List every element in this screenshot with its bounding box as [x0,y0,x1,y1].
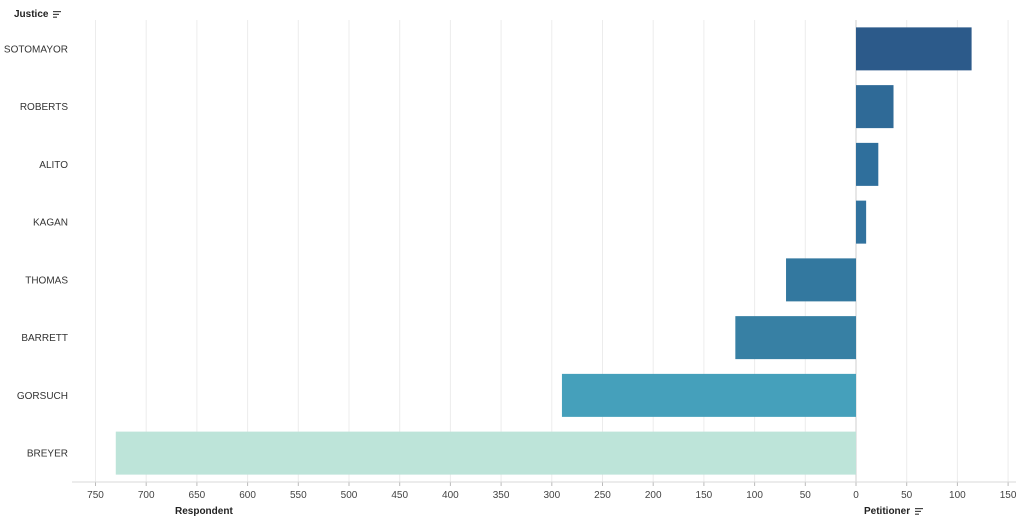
x-tick-label: 0 [853,490,859,501]
category-label: BARRETT [21,333,68,344]
x-tick-label: 100 [949,490,966,501]
bar-alito[interactable] [856,142,879,186]
category-label: THOMAS [25,275,68,286]
x-tick-label: 700 [138,490,155,501]
category-label: ROBERTS [20,102,68,113]
x-tick-label: 500 [341,490,358,501]
x-tick-label: 600 [239,490,256,501]
bar-kagan[interactable] [856,200,867,244]
field-header-label: Justice [14,9,49,20]
x-axis-title-petitioner-group[interactable]: Petitioner [864,506,923,517]
x-tick-label: 150 [1000,490,1017,501]
sort-descending-icon[interactable] [914,507,923,515]
x-tick-label: 550 [290,490,307,501]
x-axis-ticks: 750 700 650 600 550 500 450 400 350 300 250 200 150 1… [72,481,1017,501]
x-tick-label: 450 [391,490,408,501]
category-label: GORSUCH [17,391,68,402]
x-axis-title-respondent: Respondent [175,506,233,517]
x-tick-label: 250 [594,490,611,501]
category-labels: SOTOMAYOR ROBERTS ALITO KAGAN THOMAS BARRETT G… [4,44,68,459]
x-tick-label: 100 [746,490,763,501]
bar-roberts[interactable] [856,85,894,129]
x-tick-label: 200 [645,490,662,501]
x-axis-title-petitioner: Petitioner [864,506,911,517]
x-tick-label: 150 [696,490,713,501]
bar-breyer[interactable] [115,431,856,475]
bar-thomas[interactable] [786,258,856,302]
category-label: KAGAN [33,218,68,229]
x-tick-label: 650 [189,490,206,501]
x-tick-label: 350 [493,490,510,501]
x-tick-label: 300 [543,490,560,501]
x-tick-label: 50 [800,490,812,501]
x-tick-label: 400 [442,490,459,501]
bar-sotomayor[interactable] [856,27,972,71]
x-tick-label: 50 [901,490,913,501]
bars [115,27,972,475]
bar-gorsuch[interactable] [561,373,856,417]
sort-descending-icon[interactable] [53,10,62,18]
category-label: SOTOMAYOR [4,44,68,55]
gridlines [95,20,1009,482]
category-label: ALITO [39,160,68,171]
category-label: BREYER [27,449,68,460]
field-header[interactable]: Justice [14,9,62,20]
x-tick-label: 750 [87,490,104,501]
bar-barrett[interactable] [735,316,856,360]
